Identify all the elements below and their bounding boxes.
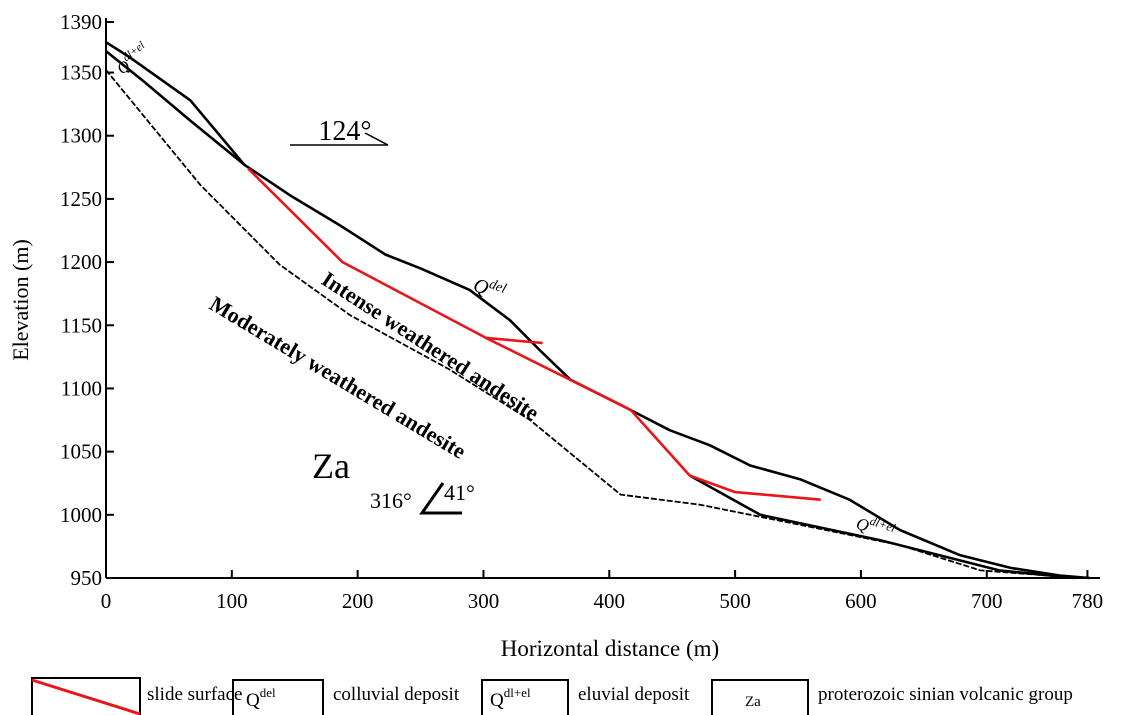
y-tick-label: 1100 (61, 376, 102, 400)
annotation-sup: del (487, 277, 508, 297)
annotation-text: 41° (444, 480, 475, 505)
legend-symbol-text: Za (745, 694, 761, 710)
legend-label: eluvial deposit (578, 684, 690, 705)
x-tick-label: 100 (216, 589, 248, 613)
profile-line (105, 50, 246, 166)
legend-line (31, 678, 141, 715)
legend-label: proterozoic sinian volcanic group (818, 684, 1073, 705)
legend-symbol: Za (745, 694, 761, 710)
x-tick-label: 780 (1072, 589, 1104, 613)
annotation: Za (312, 446, 350, 486)
legend-label: slide surface (147, 684, 242, 705)
y-tick-label: 1050 (60, 440, 102, 464)
x-tick-label: 600 (845, 589, 877, 613)
annotation-text: 124° (318, 116, 371, 147)
dip-symbol (419, 482, 462, 515)
x-tick-label: 400 (594, 589, 626, 613)
legend-symbol: Qdel (246, 685, 276, 711)
profile-line (105, 69, 1080, 579)
annotation: 316° (370, 488, 412, 513)
profile-line (247, 167, 821, 501)
x-tick-label: 200 (342, 589, 374, 613)
legend-symbol-text: Q (246, 690, 260, 711)
x-tick-label: 0 (101, 589, 112, 613)
annotation: Intense weathered andesite (317, 266, 544, 425)
legend-label: colluvial deposit (333, 684, 460, 705)
x-tick-label: 300 (468, 589, 500, 613)
y-tick-label: 1200 (60, 250, 102, 274)
x-tick-label: 500 (719, 589, 751, 613)
y-tick-label: 1000 (60, 503, 102, 527)
y-tick-label: 1300 (60, 124, 102, 148)
y-tick-label: 1390 (60, 10, 102, 34)
strike-symbol (290, 132, 462, 515)
annotation: Qdel (470, 272, 508, 305)
annotation: Moderately weathered andesite (205, 291, 470, 464)
annotation-text: Za (312, 446, 350, 486)
x-tick-label: 700 (971, 589, 1003, 613)
annotation-text: Intense weathered andesite (317, 266, 544, 425)
x-axis-title: Horizontal distance (m) (501, 636, 719, 661)
legend-symbol-sup: del (260, 685, 276, 700)
strike-tick (364, 132, 389, 146)
y-tick-label: 1150 (61, 313, 102, 337)
legend-box (31, 677, 141, 715)
y-tick-label: 950 (71, 566, 103, 590)
annotation-text: 316° (370, 488, 412, 513)
annotation-sup: dl+el (868, 514, 898, 536)
legend (31, 677, 809, 715)
legend-box (232, 679, 324, 715)
legend-box (711, 679, 809, 715)
profile-line (105, 41, 1091, 580)
legend-box (481, 679, 569, 715)
profile-line (485, 336, 543, 345)
legend-symbol-text: Q (490, 690, 504, 711)
y-tick-label: 1350 (60, 61, 102, 85)
y-axis-title: Elevation (m) (8, 239, 33, 361)
annotation: 41° (444, 480, 475, 505)
y-tick-label: 1250 (60, 187, 102, 211)
annotation-text: Q (854, 514, 872, 536)
annotation: 124° (318, 116, 371, 147)
legend-symbol: Qdl+el (490, 685, 531, 711)
annotation-text: Moderately weathered andesite (205, 291, 470, 464)
legend-symbol-sup: dl+el (504, 685, 531, 700)
